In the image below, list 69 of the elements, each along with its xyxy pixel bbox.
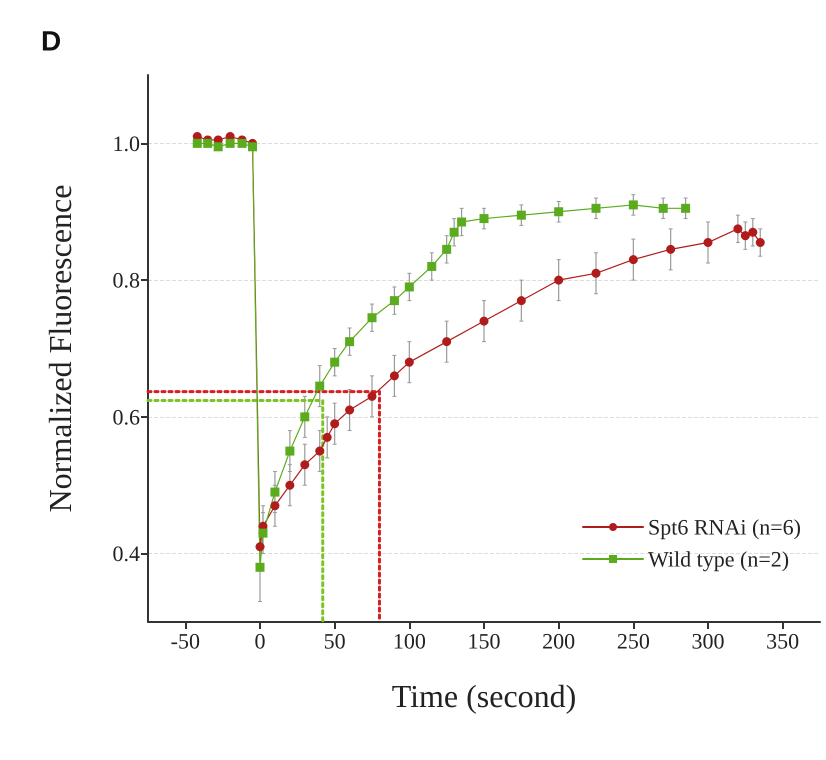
y-tick-label: 0.8 xyxy=(112,268,140,293)
point xyxy=(592,268,600,278)
legend-label: Wild type (n=2) xyxy=(648,546,790,572)
point xyxy=(203,138,212,148)
point xyxy=(390,296,399,306)
point xyxy=(442,244,452,254)
point xyxy=(740,231,750,240)
point xyxy=(248,142,258,152)
point xyxy=(345,337,354,346)
x-tick-label: 0 xyxy=(254,628,266,654)
point xyxy=(270,501,280,510)
x-tick-label: 200 xyxy=(542,628,576,654)
point xyxy=(681,204,690,213)
point xyxy=(733,224,742,234)
point xyxy=(450,228,459,237)
x-tick-label: 150 xyxy=(468,628,500,654)
point xyxy=(315,382,324,391)
point xyxy=(368,392,376,401)
point xyxy=(516,296,526,306)
point xyxy=(427,262,436,271)
point xyxy=(592,204,600,213)
x-tick-label: 100 xyxy=(392,628,426,654)
x-tick-label: 50 xyxy=(324,628,346,654)
point xyxy=(404,282,414,292)
point xyxy=(285,480,294,490)
point xyxy=(315,446,324,456)
x-tick-label: 350 xyxy=(766,628,800,654)
y-axis-title: Normalized Fluorescence xyxy=(42,184,78,512)
point xyxy=(330,419,340,428)
point xyxy=(516,210,526,220)
point xyxy=(480,316,488,326)
y-tick-label: 0.4 xyxy=(112,541,140,566)
point xyxy=(300,460,310,470)
point xyxy=(666,244,676,254)
x-axis-title: Time (second) xyxy=(392,678,576,714)
point xyxy=(658,204,668,213)
x-tick-label: 250 xyxy=(616,628,650,654)
point xyxy=(457,218,466,227)
x-tick-label: 300 xyxy=(692,628,724,654)
point xyxy=(345,406,354,415)
point xyxy=(322,432,332,442)
point xyxy=(300,412,310,422)
point xyxy=(238,138,247,148)
point xyxy=(256,542,264,552)
point xyxy=(285,446,294,456)
point xyxy=(756,238,765,248)
point xyxy=(390,371,399,380)
point xyxy=(480,214,488,224)
point xyxy=(748,228,758,237)
point xyxy=(214,142,223,152)
point xyxy=(368,313,376,322)
point xyxy=(404,358,414,367)
point xyxy=(554,276,564,285)
point xyxy=(442,337,452,346)
point xyxy=(226,138,235,148)
y-tick-label: 0.6 xyxy=(112,404,140,430)
point xyxy=(270,488,280,497)
point xyxy=(628,200,638,210)
chart-title: D xyxy=(41,26,62,56)
point xyxy=(704,238,712,248)
point xyxy=(330,358,340,367)
x-tick-label: -50 xyxy=(170,628,200,654)
y-tick-label: 1.0 xyxy=(112,130,140,156)
point xyxy=(554,207,564,216)
point xyxy=(628,255,638,264)
point xyxy=(256,562,264,572)
point xyxy=(258,528,268,538)
point xyxy=(192,138,202,148)
legend-label: Spt6 RNAi (n=6) xyxy=(648,514,801,540)
